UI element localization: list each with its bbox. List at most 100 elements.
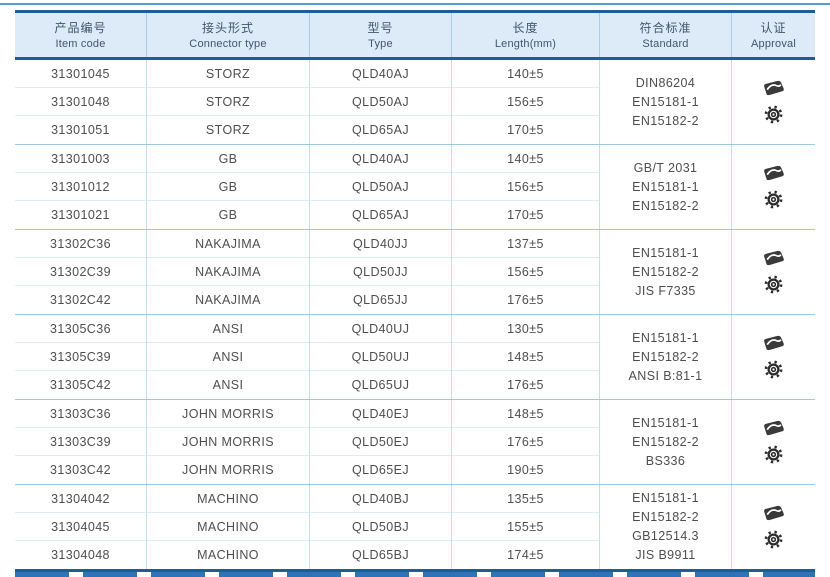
wheelmark-gear-icon — [764, 275, 783, 294]
type-cell: QLD40UJ — [310, 315, 452, 343]
standard-cell: GB/T 2031 EN15181-1 EN15182-2 — [600, 145, 732, 229]
connector-type-cell: JOHN MORRIS — [147, 456, 310, 484]
header-standard-en: Standard — [642, 38, 689, 50]
approval-cell — [732, 60, 815, 144]
connector-type-cell: NAKAJIMA — [147, 258, 310, 286]
spec-table: 产品编号 Item code 接头形式 Connector type 型号 Ty… — [15, 10, 815, 572]
table-group: 31302C36 NAKAJIMA QLD40JJ 137±5 31302C39… — [15, 230, 815, 315]
type-cell: QLD50JJ — [310, 258, 452, 286]
header-length-en: Length(mm) — [494, 38, 557, 50]
item-code-cell: 31302C39 — [15, 258, 147, 286]
standard-line: EN15182-2 — [632, 264, 699, 279]
header-connector-type-zh: 接头形式 — [201, 21, 254, 35]
standard-cell: EN15181-1 EN15182-2 GB12514.3 JIS B9911 — [600, 485, 732, 569]
header-item-code-en: Item code — [55, 38, 106, 50]
item-code-cell: 31301051 — [15, 116, 147, 144]
type-cell: QLD40AJ — [310, 145, 452, 173]
connector-type-cell: NAKAJIMA — [147, 230, 310, 258]
type-cell: QLD65UJ — [310, 371, 452, 399]
length-cell: 140±5 — [452, 145, 600, 173]
approval-cell — [732, 230, 815, 314]
length-cell: 190±5 — [452, 456, 600, 484]
item-code-cell: 31301048 — [15, 88, 147, 116]
table-group: 31301003 GB QLD40AJ 140±5 31301012 GB QL… — [15, 145, 815, 230]
standard-line: EN15182-2 — [632, 510, 699, 524]
table-group: 31305C36 ANSI QLD40UJ 130±5 31305C39 ANS… — [15, 315, 815, 400]
length-cell: 176±5 — [452, 286, 600, 314]
type-cell: QLD50EJ — [310, 428, 452, 456]
standard-line: BS336 — [645, 453, 686, 468]
standard-line: EN15181-1 — [632, 94, 699, 109]
item-code-cell: 31305C36 — [15, 315, 147, 343]
length-cell: 170±5 — [452, 201, 600, 229]
header-length: 长度 Length(mm) — [452, 13, 600, 57]
table-group: 31304042 MACHINO QLD40BJ 135±5 31304045 … — [15, 485, 815, 569]
type-cell: QLD50BJ — [310, 513, 452, 541]
connector-type-cell: MACHINO — [147, 513, 310, 541]
connector-type-cell: JOHN MORRIS — [147, 400, 310, 428]
standard-line: GB/T 2031 — [633, 160, 698, 175]
type-cell: QLD65JJ — [310, 286, 452, 314]
certificate-logo-icon — [762, 420, 785, 437]
standard-cell: EN15181-1 EN15182-2 JIS F7335 — [600, 230, 732, 314]
standard-cell: DIN86204 EN15181-1 EN15182-2 — [600, 60, 732, 144]
connector-type-cell: ANSI — [147, 315, 310, 343]
type-cell: QLD40AJ — [310, 60, 452, 88]
item-code-cell: 31301012 — [15, 173, 147, 201]
certificate-logo-icon — [762, 335, 785, 352]
wheelmark-gear-icon — [764, 105, 783, 124]
standard-cell: EN15181-1 EN15182-2 BS336 — [600, 400, 732, 484]
standard-line: EN15181-1 — [632, 491, 699, 505]
header-standard: 符合标准 Standard — [600, 13, 732, 57]
certificate-logo-icon — [762, 250, 785, 267]
wheelmark-gear-icon — [764, 360, 783, 379]
item-code-cell: 31304045 — [15, 513, 147, 541]
standard-line: GB12514.3 — [632, 529, 699, 543]
type-cell: QLD65EJ — [310, 456, 452, 484]
standard-line: EN15181-1 — [632, 330, 699, 345]
top-rule-divider — [0, 3, 830, 5]
certificate-logo-icon — [762, 165, 785, 182]
header-approval: 认证 Approval — [732, 13, 815, 57]
connector-type-cell: STORZ — [147, 88, 310, 116]
type-cell: QLD65AJ — [310, 201, 452, 229]
wheelmark-gear-icon — [764, 530, 783, 549]
item-code-cell: 31303C39 — [15, 428, 147, 456]
item-code-cell: 31305C42 — [15, 371, 147, 399]
connector-type-cell: MACHINO — [147, 485, 310, 513]
item-code-cell: 31301021 — [15, 201, 147, 229]
length-cell: 140±5 — [452, 60, 600, 88]
wheelmark-gear-icon — [764, 445, 783, 464]
table-group: 31301045 STORZ QLD40AJ 140±5 31301048 ST… — [15, 60, 815, 145]
standard-line: JIS B9911 — [635, 548, 696, 562]
header-type-en: Type — [368, 38, 393, 50]
header-item-code-zh: 产品编号 — [54, 21, 107, 35]
connector-type-cell: MACHINO — [147, 541, 310, 569]
item-code-cell: 31302C36 — [15, 230, 147, 258]
header-approval-en: Approval — [750, 38, 796, 50]
length-cell: 156±5 — [452, 258, 600, 286]
approval-cell — [732, 485, 815, 569]
standard-line: DIN86204 — [635, 75, 696, 90]
item-code-cell: 31301045 — [15, 60, 147, 88]
length-cell: 170±5 — [452, 116, 600, 144]
wheelmark-gear-icon — [764, 190, 783, 209]
table-group: 31303C36 JOHN MORRIS QLD40EJ 148±5 31303… — [15, 400, 815, 485]
type-cell: QLD50AJ — [310, 173, 452, 201]
header-length-zh: 长度 — [512, 21, 539, 35]
connector-type-cell: GB — [147, 173, 310, 201]
connector-type-cell: GB — [147, 145, 310, 173]
type-cell: QLD40EJ — [310, 400, 452, 428]
standard-line: EN15182-2 — [632, 113, 699, 128]
header-type: 型号 Type — [310, 13, 452, 57]
length-cell: 174±5 — [452, 541, 600, 569]
item-code-cell: 31304042 — [15, 485, 147, 513]
approval-cell — [732, 145, 815, 229]
connector-type-cell: ANSI — [147, 343, 310, 371]
length-cell: 148±5 — [452, 343, 600, 371]
certificate-logo-icon — [762, 505, 785, 522]
standard-line: EN15182-2 — [632, 349, 699, 364]
length-cell: 156±5 — [452, 88, 600, 116]
table-header: 产品编号 Item code 接头形式 Connector type 型号 Ty… — [15, 10, 815, 60]
standard-line: EN15182-2 — [632, 434, 699, 449]
